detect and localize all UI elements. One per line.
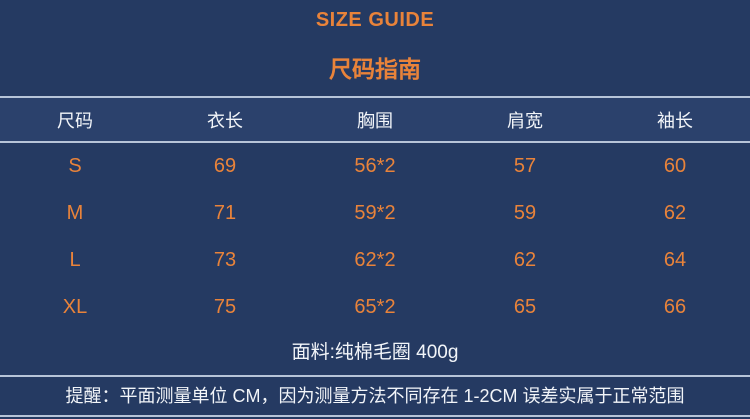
column-header-length: 衣长 [207, 110, 243, 131]
size-cell: S [68, 155, 82, 177]
value-cell: 65 [513, 296, 537, 318]
table-row-s: S 69 56*2 57 60 [0, 143, 750, 190]
value-cell: 56*2 [354, 155, 396, 177]
value-cell: 66 [663, 296, 687, 318]
value-cell: 59 [513, 202, 537, 224]
size-table: 尺码 衣长 胸围 肩宽 袖长 S 69 56*2 57 60 M 71 59*2… [0, 96, 750, 331]
fabric-note: 面料:纯棉毛圈 400g [291, 342, 459, 363]
measurement-reminder: 提醒：平面测量单位 CM，因为测量方法不同存在 1-2CM 误差实属于正常范围 [65, 386, 685, 406]
table-row-m: M 71 59*2 59 62 [0, 190, 750, 237]
size-cell: XL [62, 296, 88, 318]
column-header-sleeve: 袖长 [657, 110, 693, 131]
column-header-size: 尺码 [57, 110, 93, 131]
value-cell: 62 [513, 249, 537, 271]
size-table-header-row: 尺码 衣长 胸围 肩宽 袖长 [0, 96, 750, 143]
value-cell: 57 [513, 155, 537, 177]
table-row-xl: XL 75 65*2 65 66 [0, 284, 750, 331]
page-subtitle: 尺码指南 [329, 56, 421, 82]
divider-line [0, 375, 750, 377]
size-cell: M [66, 202, 84, 224]
value-cell: 65*2 [354, 296, 396, 318]
column-header-shoulder: 肩宽 [507, 110, 543, 131]
value-cell: 73 [213, 249, 237, 271]
size-cell: L [69, 249, 81, 271]
table-row-l: L 73 62*2 62 64 [0, 237, 750, 284]
value-cell: 71 [213, 202, 237, 224]
bottom-border-line [0, 415, 750, 417]
value-cell: 75 [213, 296, 237, 318]
value-cell: 69 [213, 155, 237, 177]
value-cell: 62*2 [354, 249, 396, 271]
page-title: SIZE GUIDE [315, 9, 435, 31]
value-cell: 64 [663, 249, 687, 271]
value-cell: 62 [663, 202, 687, 224]
column-header-chest: 胸围 [357, 110, 393, 131]
value-cell: 59*2 [354, 202, 396, 224]
value-cell: 60 [663, 155, 687, 177]
